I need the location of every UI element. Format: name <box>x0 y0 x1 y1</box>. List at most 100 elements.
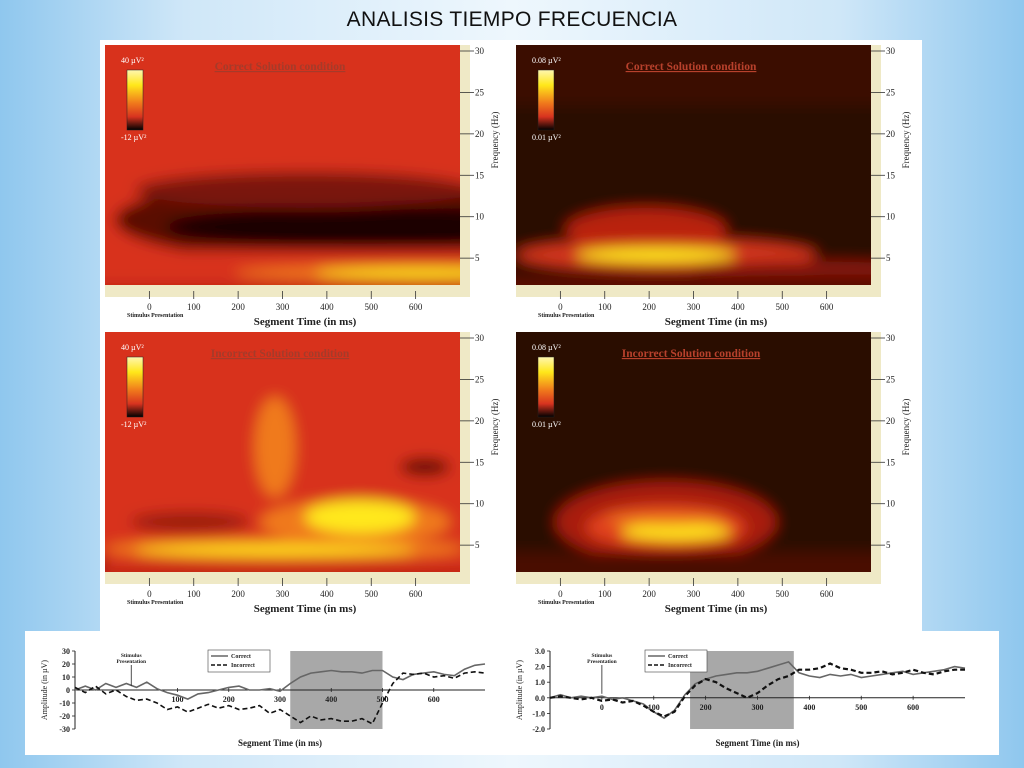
series-line-correct <box>74 663 486 700</box>
panel-title: Incorrect Solution condition <box>622 348 761 360</box>
x-axis-label: Segment Time (in ms) <box>716 738 800 748</box>
x-tick-label: 200 <box>700 703 712 712</box>
time-tick-label: 600 <box>409 589 423 599</box>
frequency-axis-strip <box>460 45 470 297</box>
time-tick-label: 200 <box>642 589 656 599</box>
time-tick-label: 300 <box>687 302 701 312</box>
heatmap-svg: 30 25 20 15 10 5 Frequency (Hz) 0 100 200 300 400 50… <box>516 332 911 615</box>
legend-label: Incorrect <box>231 663 255 669</box>
stimulus-label: Stimulus Presentation <box>127 600 184 606</box>
erp-panel: 30 20 10 0 -10 -20 -30 100 200 300 400 500 600 Amplit… <box>25 631 999 755</box>
frequency-tick-label: 5 <box>475 540 480 550</box>
frequency-tick-label: 10 <box>475 499 485 509</box>
frequency-tick-label: 30 <box>475 333 485 343</box>
time-tick-label: 300 <box>276 302 290 312</box>
series-line-incorrect <box>74 670 486 725</box>
frequency-tick-label: 20 <box>886 129 896 139</box>
shaded-window <box>690 651 794 729</box>
time-tick-label: 600 <box>409 302 423 312</box>
colorbar-max-label: 40 µV² <box>121 56 144 65</box>
time-tick-label: 200 <box>231 302 245 312</box>
frequency-tick-label: 30 <box>886 333 896 343</box>
heatmap-svg: 30 25 20 15 10 5 Frequency (Hz) 0 100 200 300 400 50… <box>105 45 500 328</box>
time-tick-label: 300 <box>687 589 701 599</box>
y-tick-label: -20 <box>59 712 70 721</box>
heatmap-svg: 30 25 20 15 10 5 Frequency (Hz) 0 100 200 300 400 50… <box>105 332 500 615</box>
frequency-tick-label: 20 <box>886 416 896 426</box>
y-tick-label: 1.0 <box>535 678 545 687</box>
x-tick-label: 200 <box>223 695 235 704</box>
time-tick-label: 600 <box>820 302 834 312</box>
frequency-tick-label: 10 <box>886 499 896 509</box>
frequency-tick-label: 5 <box>475 253 480 263</box>
frequency-tick-label: 5 <box>886 540 891 550</box>
time-tick-label: 200 <box>231 589 245 599</box>
y-tick-label: 30 <box>62 647 70 656</box>
y-tick-label: 10 <box>62 673 70 682</box>
y-axis-label: Amplitude (in µV) <box>40 660 49 720</box>
x-tick-label: 400 <box>325 695 337 704</box>
frequency-tick-label: 25 <box>886 87 896 97</box>
frequency-axis-label: Frequency (Hz) <box>901 399 911 456</box>
frequency-axis-strip <box>871 332 881 584</box>
stimulus-label: Stimulus Presentation <box>127 313 184 319</box>
y-tick-label: 0 <box>66 686 70 695</box>
time-tick-label: 200 <box>642 302 656 312</box>
y-tick-label: -10 <box>59 699 70 708</box>
x-tick-label: 600 <box>907 703 919 712</box>
time-tick-label: 500 <box>776 302 790 312</box>
frequency-tick-label: 15 <box>886 170 896 180</box>
time-tick-label: 400 <box>320 589 334 599</box>
time-tick-label: 0 <box>558 589 563 599</box>
time-tick-label: 0 <box>558 302 563 312</box>
colorbar-min-label: -12 µV² <box>121 133 147 142</box>
colorbar-min-label: 0.01 µV² <box>532 133 561 142</box>
y-tick-label: -2.0 <box>532 725 545 734</box>
heatmap-field <box>105 45 460 285</box>
y-axis-label: Amplitude (in µV) <box>515 660 524 720</box>
x-tick-label: 100 <box>172 695 184 704</box>
time-tick-label: 400 <box>731 589 745 599</box>
heatmap-panel-correct-power: 30 25 20 15 10 5 Frequency (Hz) 0 100 200 300 400 50… <box>105 45 505 335</box>
frequency-tick-label: 25 <box>475 374 485 384</box>
frequency-axis-label: Frequency (Hz) <box>490 399 500 456</box>
frequency-tick-label: 30 <box>475 46 485 56</box>
time-axis-label: Segment Time (in ms) <box>254 603 357 615</box>
frequency-tick-label: 15 <box>475 457 485 467</box>
heatmap-field <box>105 332 460 572</box>
stimulus-label-2: Presentation <box>116 659 146 665</box>
panel-title: Incorrect Solution condition <box>211 348 350 360</box>
panel-title: Correct Solution condition <box>215 61 346 73</box>
x-tick-label: 100 <box>648 703 660 712</box>
frequency-axis-label: Frequency (Hz) <box>490 112 500 169</box>
x-tick-label: 300 <box>752 703 764 712</box>
y-tick-label: 0.0 <box>535 694 545 703</box>
x-tick-label: 500 <box>377 695 389 704</box>
frequency-tick-label: 15 <box>475 170 485 180</box>
time-tick-label: 100 <box>598 302 612 312</box>
colorbar <box>126 356 144 418</box>
frequency-tick-label: 30 <box>886 46 896 56</box>
frequency-axis-label: Frequency (Hz) <box>901 112 911 169</box>
legend-label: Correct <box>668 654 688 660</box>
heatmap-panel-incorrect-power: 30 25 20 15 10 5 Frequency (Hz) 0 100 200 300 400 50… <box>105 332 505 622</box>
erp-chart-right: 3.0 2.0 1.0 0.0 -1.0 -2.0 0 100 200 300 400 500 600 A… <box>515 647 966 748</box>
stimulus-label: Stimulus <box>121 653 142 659</box>
frequency-tick-label: 20 <box>475 416 485 426</box>
stimulus-label: Stimulus Presentation <box>538 313 595 319</box>
stimulus-label-2: Presentation <box>587 659 617 665</box>
frequency-tick-label: 15 <box>886 457 896 467</box>
series-line-incorrect <box>549 662 965 718</box>
frequency-axis-strip <box>871 45 881 297</box>
y-tick-label: 3.0 <box>535 647 545 656</box>
frequency-tick-label: 10 <box>475 212 485 222</box>
colorbar-max-label: 40 µV² <box>121 343 144 352</box>
heatmap-field <box>516 45 871 285</box>
stimulus-label: Stimulus <box>591 653 612 659</box>
frequency-tick-label: 5 <box>886 253 891 263</box>
y-tick-label: 2.0 <box>535 663 545 672</box>
time-tick-label: 100 <box>598 589 612 599</box>
heatmap-field <box>516 332 871 572</box>
legend-label: Incorrect <box>668 663 692 669</box>
panel-title: Correct Solution condition <box>626 61 757 73</box>
